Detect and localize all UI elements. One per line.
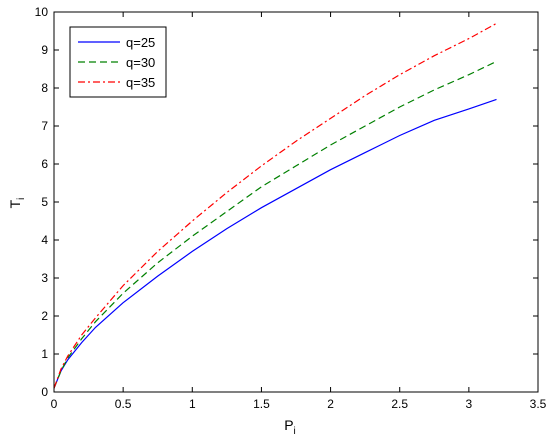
x-tick-label: 2 bbox=[327, 397, 334, 411]
y-tick-label: 1 bbox=[41, 347, 48, 361]
x-tick-label: 1.5 bbox=[253, 397, 270, 411]
y-tick-label: 0 bbox=[41, 385, 48, 399]
series-line-1 bbox=[53, 98, 497, 389]
x-axis-label: Pi bbox=[284, 417, 296, 437]
x-tick-label: 0 bbox=[51, 397, 58, 411]
y-tick-label: 3 bbox=[41, 271, 48, 285]
y-tick-label: 5 bbox=[41, 195, 48, 209]
y-axis-label: Ti bbox=[7, 198, 27, 209]
x-tick-label: 1 bbox=[189, 397, 196, 411]
y-tick-label: 4 bbox=[41, 233, 48, 247]
y-tick-label: 9 bbox=[41, 43, 48, 57]
x-tick-label: 3.5 bbox=[530, 397, 547, 411]
legend-label-2: q=30 bbox=[126, 55, 155, 70]
y-tick-label: 8 bbox=[41, 81, 48, 95]
series-layer bbox=[53, 22, 497, 389]
series-line-2 bbox=[53, 60, 497, 389]
y-tick-label: 7 bbox=[41, 119, 48, 133]
legend-label-3: q=35 bbox=[126, 75, 155, 90]
y-tick-label: 2 bbox=[41, 309, 48, 323]
x-tick-label: 3 bbox=[466, 397, 473, 411]
legend-label-1: q=25 bbox=[126, 35, 155, 50]
ticks-layer: 0 0.5 1 1.5 2 2.5 3 3.5 0 1 2 3 4 5 6 7 8 9 10 bbox=[35, 5, 547, 411]
x-tick-label: 0.5 bbox=[115, 397, 132, 411]
x-tick-label: 2.5 bbox=[391, 397, 408, 411]
y-tick-label: 10 bbox=[35, 5, 49, 19]
y-tick-label: 6 bbox=[41, 157, 48, 171]
legend: q=25 q=30 q=35 bbox=[69, 26, 167, 98]
series-line-3 bbox=[53, 22, 497, 389]
